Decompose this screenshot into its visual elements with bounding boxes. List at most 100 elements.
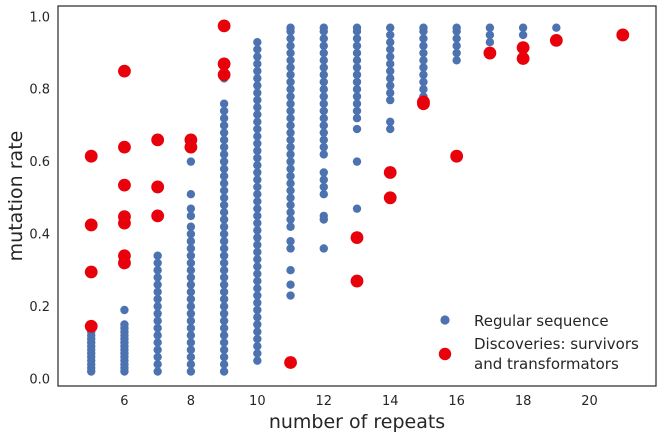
regular-sequence-point [219,142,229,152]
discovery-point [84,319,98,333]
regular-sequence-point [386,95,395,105]
regular-sequence-point [319,168,328,177]
regular-sequence-point [552,23,561,32]
regular-sequence-point [419,41,428,51]
regular-sequence-point [219,237,229,246]
regular-sequence-point [286,186,295,195]
discovery-point [383,191,397,205]
discovery-point [616,28,630,42]
regular-sequence-point [186,280,196,289]
discovery-point [483,46,497,60]
regular-sequence-point [153,360,162,369]
regular-sequence-point [253,233,262,242]
regular-sequence-point [319,150,328,159]
discovery-point [350,231,364,245]
regular-sequence-point [286,193,295,203]
regular-sequence-point [518,23,528,32]
regular-sequence-point [286,70,295,79]
regular-sequence-point [319,189,328,199]
regular-sequence-point [253,59,262,69]
discovery-point [350,274,364,288]
regular-sequence-point [286,237,295,246]
regular-sequence-point [186,294,196,304]
regular-sequence-point [319,63,328,72]
regular-sequence-point [186,345,196,355]
discovery-point [217,57,231,71]
regular-sequence-point [219,106,229,116]
regular-sequence-point [253,218,262,228]
discovery-point [516,52,530,65]
regular-sequence-point [186,367,196,376]
regular-sequence-point [219,164,229,174]
legend: Regular sequence Discoveries: survivors … [438,312,639,373]
regular-sequence-point [319,211,328,221]
regular-sequence-point [253,37,262,47]
regular-sequence-point [186,244,196,253]
regular-sequence-point [253,240,262,250]
regular-sequence-point [153,338,162,347]
regular-sequence-point [286,200,295,210]
discovery-point [118,178,131,192]
regular-sequence-point [153,258,162,268]
regular-sequence-point [253,175,262,184]
regular-sequence-point [186,287,196,297]
regular-sequence-point [485,37,495,47]
regular-sequence-point [286,106,295,116]
regular-sequence-point [153,345,162,355]
x-tick-label: 12 [316,394,333,409]
regular-sequence-point [386,74,395,83]
regular-sequence-point [286,171,295,181]
regular-sequence-point [186,251,196,260]
regular-sequence-point [219,287,229,297]
regular-sequence-point [253,298,262,307]
regular-sequence-point [153,352,162,362]
regular-sequence-point [286,142,295,152]
regular-sequence-point [319,135,328,145]
regular-sequence-point [319,23,328,32]
x-tick-label: 6 [120,394,128,409]
regular-sequence-point [219,302,229,311]
regular-sequence-point [386,81,395,90]
discovery-point [184,140,198,154]
legend-label-discoveries-line-1: Discoveries: survivors [474,335,639,353]
regular-sequence-point [186,237,196,246]
regular-sequence-point [186,204,196,213]
regular-sequence-point [419,63,428,72]
regular-sequence-point [386,66,395,76]
regular-sequence-point [219,316,229,326]
regular-sequence-point [452,23,461,32]
regular-sequence-point [286,222,295,231]
legend-label-regular-sequence: Regular sequence [474,312,609,330]
regular-sequence-point [253,117,262,127]
regular-sequence-point [319,56,328,65]
legend-marker-regular-sequence [440,315,450,325]
discovery-point [217,68,231,82]
regular-sequence-point [253,349,262,358]
regular-sequence-point [186,352,196,362]
discovery-point [549,33,563,47]
regular-sequence-point [219,360,229,369]
discovery-point [118,216,131,230]
regular-sequence-point [253,276,262,286]
regular-sequence-point [219,367,229,376]
y-tick-label: 0.2 [29,300,50,315]
regular-sequence-point [352,204,362,213]
regular-sequence-point [286,77,295,87]
regular-sequence-point [319,106,328,116]
regular-sequence-point [219,179,229,188]
regular-sequence-point [352,113,362,123]
y-tick-label: 0.6 [29,155,50,170]
regular-sequence-point [253,204,262,213]
regular-sequence-point [253,95,262,105]
regular-sequence-point [286,135,295,145]
regular-sequence-point [186,222,196,231]
regular-sequence-point [286,63,295,72]
regular-sequence-point [253,161,262,170]
regular-sequence-point [153,323,162,333]
regular-sequence-point [286,215,295,224]
regular-sequence-point [352,48,362,58]
regular-sequence-point [153,367,162,376]
regular-sequence-point [286,99,295,108]
regular-sequence-point [253,81,262,90]
